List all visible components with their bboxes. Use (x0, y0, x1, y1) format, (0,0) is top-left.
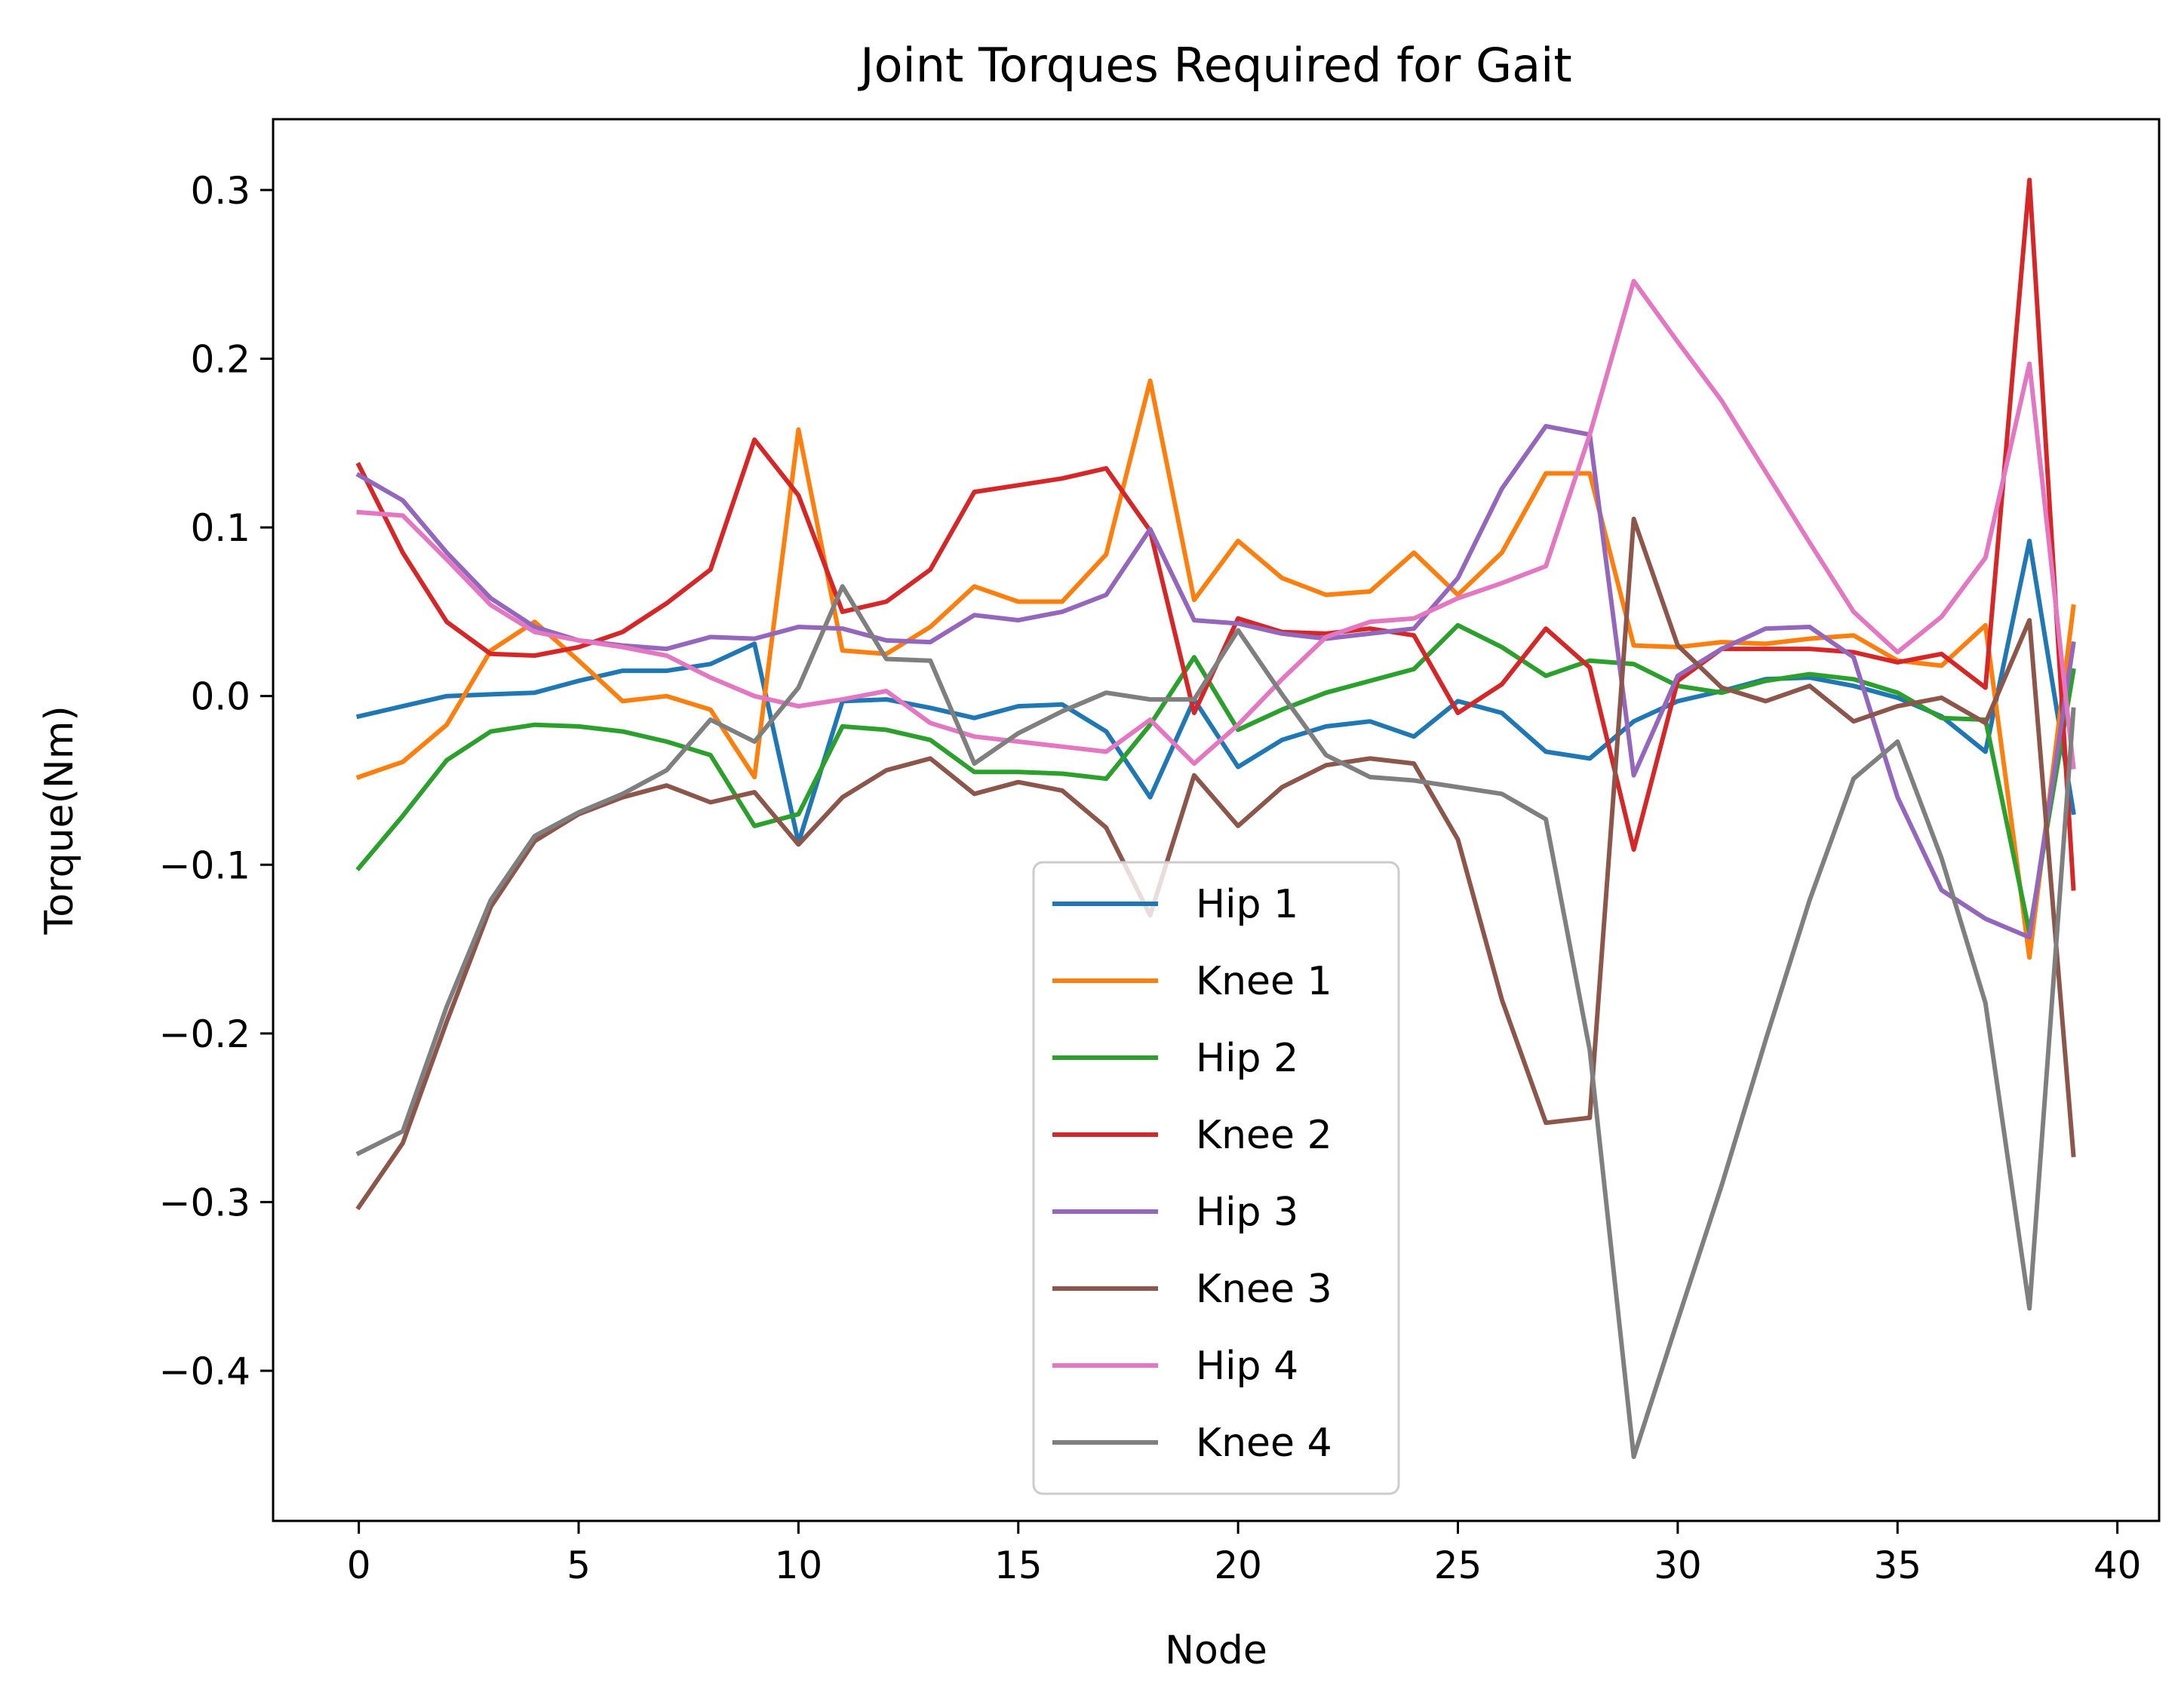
chart-title: Joint Torques Required for Gait (857, 38, 1571, 93)
legend-label-hip-4: Hip 4 (1196, 1344, 1298, 1389)
series-layer (355, 177, 2076, 1459)
y-tick-label: 0.0 (190, 675, 250, 719)
x-tick-label: 25 (1434, 1544, 1482, 1587)
y-tick-label: 0.3 (190, 169, 250, 213)
legend-label-hip-1: Hip 1 (1196, 882, 1298, 927)
y-tick-label: −0.2 (159, 1012, 250, 1056)
plot-area (272, 118, 2161, 1522)
x-tick-label: 0 (347, 1544, 371, 1587)
plot-frame (272, 118, 2161, 1522)
x-tick-label: 35 (1873, 1544, 1921, 1587)
legend-label-knee-4: Knee 4 (1196, 1421, 1332, 1466)
legend-label-knee-2: Knee 2 (1196, 1113, 1332, 1158)
y-tick-label: −0.4 (159, 1350, 250, 1393)
y-tick-label: 0.2 (190, 337, 250, 381)
x-axis-label: Node (1165, 1628, 1267, 1673)
y-tick-label: 0.1 (190, 506, 250, 550)
legend-label-knee-1: Knee 1 (1196, 959, 1332, 1004)
legend-label-hip-2: Hip 2 (1196, 1036, 1298, 1081)
legend: Hip 1 Knee 1 Hip 2 Knee 2 Hip 3 Knee 3 Hip 4 Kn… (1032, 861, 1400, 1495)
legend-entries: Hip 1 Knee 1 Hip 2 Knee 2 Hip 3 Knee 3 Hip 4 Kn… (1052, 882, 1332, 1466)
legend-box (1032, 861, 1400, 1495)
x-tick-label: 5 (567, 1544, 591, 1587)
y-tick-label: −0.3 (159, 1181, 250, 1224)
legend-label-hip-3: Hip 3 (1196, 1190, 1298, 1235)
series-line-hip-3 (355, 423, 2076, 940)
x-tick-label: 20 (1214, 1544, 1262, 1587)
series-line-knee-3 (355, 516, 2076, 1211)
series-line-knee-4 (355, 584, 2076, 1459)
y-tick-label: −0.1 (159, 843, 250, 887)
legend-label-knee-3: Knee 3 (1196, 1267, 1332, 1312)
x-tick-label: 30 (1654, 1544, 1702, 1587)
x-tick-label: 10 (775, 1544, 823, 1587)
series-line-knee-1 (355, 378, 2076, 960)
y-axis-label: Torque(Nm) (37, 705, 82, 935)
x-tick-label: 15 (994, 1544, 1043, 1587)
y-axis: 0.3 0.2 0.1 0.0 −0.1 −0.2 −0.3 −0.4 (159, 169, 273, 1393)
x-tick-label: 40 (2093, 1544, 2142, 1587)
series-line-hip-4 (356, 278, 2076, 770)
series-line-hip-2 (355, 622, 2076, 935)
x-axis: 0 5 10 15 20 25 30 35 40 (347, 1521, 2142, 1587)
